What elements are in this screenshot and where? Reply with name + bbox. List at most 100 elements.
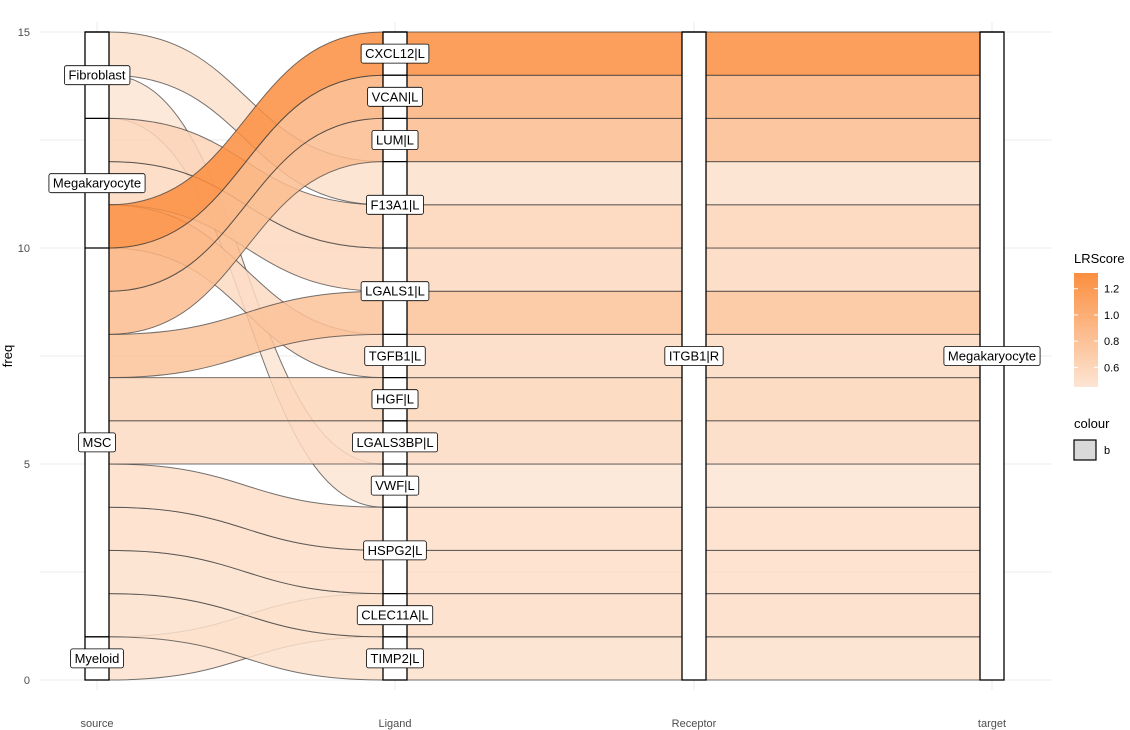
flow-edge <box>108 117 384 292</box>
stratum-label-box <box>78 432 116 453</box>
stratum-label: MSC <box>78 432 116 453</box>
flow-band <box>109 507 383 594</box>
flow-edge <box>108 636 384 681</box>
legend-colorbar <box>1074 273 1098 387</box>
stratum-source <box>84 31 110 681</box>
x-tick-label: Receptor <box>672 718 717 730</box>
stratum-label-text: F13A1|L <box>371 197 420 212</box>
stratum-label: CXCL12|L <box>360 43 430 64</box>
stratum-label-text: TIMP2|L <box>371 651 420 666</box>
stratum-label-box <box>664 346 724 366</box>
flow-bands-source-ligand <box>108 31 384 681</box>
flow-band <box>109 75 383 292</box>
flow-band <box>109 420 383 464</box>
legend-title-lrscore: LRScore <box>1074 251 1125 266</box>
stratum-label: VCAN|L <box>367 86 423 107</box>
stratum-label-text: HGF|L <box>376 392 414 407</box>
stratum-label: Fibroblast <box>64 65 131 86</box>
stratum-label-text: Megakaryocyte <box>53 176 141 191</box>
stratum-label-box <box>64 65 131 86</box>
stratum-label-text: VCAN|L <box>372 89 419 104</box>
stratum-label: HSPG2|L <box>363 540 427 561</box>
stratum-label-text: MSC <box>83 435 112 450</box>
flow-band <box>109 32 383 248</box>
legend-tick-label: 0.6 <box>1104 362 1119 374</box>
x-tick-label: target <box>978 718 1006 730</box>
flow-band <box>109 118 383 335</box>
legend: LRScore 1.2 1.0 0.8 0.6 colour b <box>1073 251 1125 461</box>
stratum-label-box <box>352 432 438 453</box>
stratum-label-box <box>356 605 434 626</box>
flow-edge <box>108 31 384 206</box>
stratum-label: Megakaryocyte <box>943 346 1041 366</box>
y-tick-label: 10 <box>18 243 30 255</box>
stratum-label: TGFB1|L <box>364 346 426 366</box>
stratum-label-text: VWF|L <box>375 478 415 493</box>
flow-edge <box>108 74 384 249</box>
stratum-label: TIMP2|L <box>366 648 424 669</box>
flow-edge <box>108 161 384 335</box>
y-axis-title: freq <box>0 345 15 367</box>
flow-edge <box>108 463 384 508</box>
legend-key-swatch <box>1073 439 1097 461</box>
y-tick-label: 5 <box>24 459 30 471</box>
x-tick-label: Ligand <box>378 718 411 730</box>
stratum-label-text: TGFB1|L <box>369 349 422 364</box>
stratum-label-text: ITGB1|R <box>669 349 719 364</box>
stratum-label-text: CLEC11A|L <box>361 608 428 623</box>
x-tick-label: source <box>80 718 113 730</box>
stratum-label-box <box>943 346 1041 366</box>
flow-band <box>109 377 383 421</box>
stratum-label: VWF|L <box>370 475 420 496</box>
stratum-label-box <box>370 475 420 496</box>
y-axis-ticks: 0 5 10 15 <box>18 27 30 687</box>
y-tick-label: 0 <box>24 675 30 687</box>
stratum-label-box <box>360 281 430 302</box>
stratum-label: F13A1|L <box>366 194 424 215</box>
stratum-label-text: LGALS1|L <box>365 284 425 299</box>
stratum-label: ITGB1|R <box>664 346 724 366</box>
legend-title-colour: colour <box>1074 416 1110 431</box>
stratum-label: CLEC11A|L <box>356 605 434 626</box>
stratum-label: LGALS3BP|L <box>352 432 438 453</box>
stratum-label: Myeloid <box>70 648 124 669</box>
flow-band <box>109 593 383 680</box>
stratum-labels: Myeloid MSC Megakaryocyte Fibroblast TIMP2|L… <box>48 43 1041 669</box>
stratum-label-text: Fibroblast <box>68 68 125 83</box>
flow-edge <box>108 506 384 551</box>
stratum-label-box <box>371 130 419 150</box>
y-tick-label: 15 <box>18 27 30 39</box>
stratum-label-text: Megakaryocyte <box>948 349 1036 364</box>
stratum-label-text: LGALS3BP|L <box>356 435 433 450</box>
legend-tick-label: 0.8 <box>1104 336 1119 348</box>
stratum-label-box <box>371 389 419 410</box>
flow-edge <box>108 549 384 595</box>
flow-band <box>109 464 383 551</box>
x-axis-ticks: source Ligand Receptor target <box>80 718 1006 730</box>
stratum-label-box <box>360 43 430 64</box>
stratum-label-text: Myeloid <box>75 651 120 666</box>
stratum-label: HGF|L <box>371 389 419 410</box>
stratum-label-box <box>48 173 146 194</box>
stratum-label-box <box>366 194 424 215</box>
legend-tick-label: 1.2 <box>1104 284 1119 296</box>
flow-edge <box>108 593 384 638</box>
stratum-label: Megakaryocyte <box>48 173 146 194</box>
stratum-label-text: LUM|L <box>376 133 414 148</box>
stratum-label-box <box>367 86 423 107</box>
flow-band <box>109 291 383 378</box>
stratum-label-box <box>366 648 424 669</box>
stratum-label-text: HSPG2|L <box>368 543 423 558</box>
flow-edge <box>108 333 384 379</box>
legend-tick-label: 1.0 <box>1104 310 1119 322</box>
stratum-label-box <box>70 648 124 669</box>
stratum-label-box <box>363 540 427 561</box>
flow-edge <box>108 290 384 335</box>
stratum-label: LGALS1|L <box>360 281 430 302</box>
stratum-label-text: CXCL12|L <box>365 46 425 61</box>
stratum-label: LUM|L <box>371 130 419 150</box>
stratum-label-box <box>364 346 426 366</box>
legend-key-label: b <box>1104 445 1110 457</box>
flow-band <box>109 550 383 637</box>
